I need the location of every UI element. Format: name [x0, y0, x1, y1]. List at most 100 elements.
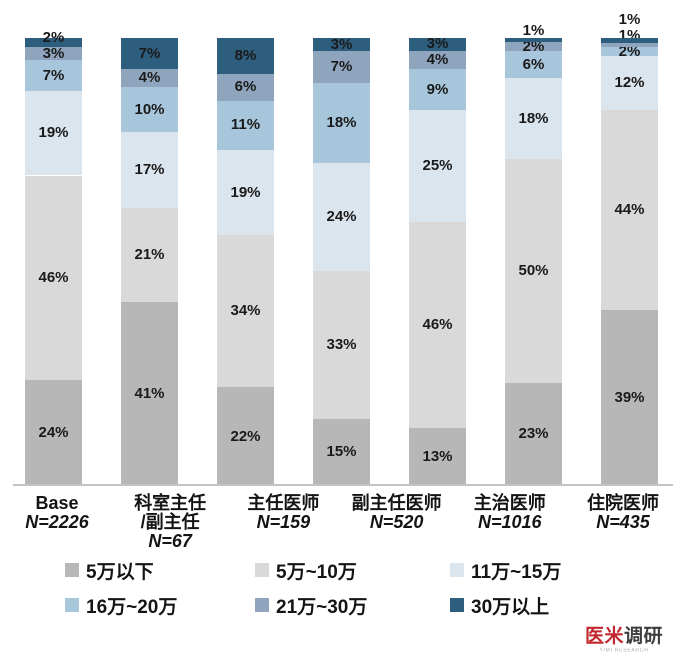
bar-segment — [217, 38, 274, 74]
x-axis-label-n: N=159 — [256, 512, 311, 532]
segment-value-label: 46% — [422, 315, 453, 333]
segment-value-label: 10% — [134, 100, 165, 118]
legend-item: 5万以下 — [65, 560, 154, 583]
x-axis-label-text: 主治医师 — [473, 493, 546, 513]
bar-segment — [121, 132, 178, 209]
segment-value-label: 34% — [230, 302, 261, 320]
legend-swatch-icon — [255, 598, 269, 612]
legend-item: 5万~10万 — [255, 560, 357, 583]
legend-label: 21万~30万 — [276, 596, 368, 618]
bar-segment — [505, 51, 562, 79]
segment-value-label: 25% — [422, 156, 453, 174]
segment-value-label: 7% — [330, 58, 353, 76]
bar-segment — [601, 47, 658, 57]
segment-value-label: 2% — [42, 28, 65, 46]
legend-label: 11万~15万 — [471, 561, 562, 583]
x-axis-label-n: N=435 — [596, 512, 650, 532]
bar-segment — [601, 110, 658, 310]
segment-value-label: 22% — [230, 427, 261, 445]
x-axis-label: 科室主任/副主任 N=67 — [100, 494, 240, 551]
x-axis-label-text: 住院医师 — [587, 493, 659, 513]
bar-segment — [313, 270, 370, 419]
segment-value-label: 41% — [134, 385, 165, 403]
segment-value-label: 6% — [522, 55, 545, 73]
legend-swatch-icon — [450, 598, 464, 612]
bar-segment — [25, 91, 82, 176]
brand-wordmark-secondary: 调研 — [623, 626, 663, 647]
x-axis-label: 副主任医师 N=520 — [327, 494, 467, 532]
legend-item: 16万~20万 — [65, 595, 177, 618]
segment-value-label: 1% — [618, 10, 641, 28]
x-axis-label: 住院医师 N=435 — [553, 494, 680, 532]
x-axis-label-text: /副主任 — [140, 512, 200, 532]
x-axis-label-n: N=2226 — [25, 512, 89, 532]
legend-label: 5万以下 — [86, 561, 154, 583]
bar-segment — [409, 51, 466, 70]
bar-segment — [409, 38, 466, 52]
segment-value-label: 11% — [230, 116, 261, 134]
brand-logo: 医米调研 YIMI RESEARCH — [585, 626, 663, 656]
bar-segment — [505, 382, 562, 486]
bar-segment — [217, 387, 274, 486]
bar-segment — [409, 221, 466, 428]
bar-segment — [409, 69, 466, 110]
segment-value-label: 50% — [518, 261, 549, 279]
segment-value-label: 39% — [614, 388, 645, 406]
legend-item: 11万~15万 — [450, 560, 561, 583]
x-axis-label: 主任医师 N=159 — [213, 494, 353, 532]
bar-segment — [121, 87, 178, 133]
segment-value-label: 33% — [326, 335, 357, 353]
brand-wordmark: 医米调研 — [585, 626, 663, 648]
x-axis-label-text: 主任医师 — [247, 493, 320, 513]
bar-segment — [313, 38, 370, 52]
segment-value-label: 19% — [230, 183, 261, 201]
x-axis-label-text: 副主任医师 — [351, 493, 442, 513]
legend-swatch-icon — [450, 563, 464, 577]
segment-value-label: 7% — [42, 66, 65, 84]
segment-value-label: 8% — [234, 46, 257, 64]
legend-label: 5万~10万 — [276, 561, 357, 583]
bar-segment — [217, 100, 274, 150]
bar-segment — [505, 38, 562, 43]
legend-swatch-icon — [65, 563, 79, 577]
bar-segment — [409, 109, 466, 222]
segment-value-label: 19% — [38, 124, 69, 142]
segment-value-label: 3% — [330, 35, 353, 53]
bar-segment — [25, 46, 82, 61]
segment-value-label: 18% — [518, 109, 549, 127]
segment-value-label: 12% — [614, 74, 645, 92]
bar-segment — [121, 38, 178, 70]
legend-swatch-icon — [255, 563, 269, 577]
x-axis-label: Base N=2226 — [0, 494, 127, 532]
legend-item: 21万~30万 — [255, 595, 367, 618]
segment-value-label: 17% — [134, 161, 165, 179]
bar-segment — [601, 42, 658, 48]
x-axis-label-text: Base — [35, 493, 79, 513]
segment-value-label: 1% — [522, 21, 545, 39]
bar-segment — [121, 208, 178, 303]
bar-segment — [601, 309, 658, 486]
brand-tagline: YIMI RESEARCH — [599, 648, 649, 654]
segment-value-label: 4% — [138, 69, 161, 87]
bar-segment — [121, 302, 178, 486]
bar-segment — [313, 51, 370, 83]
segment-value-label: 9% — [426, 80, 449, 98]
segment-value-label: 24% — [326, 208, 357, 226]
brand-wordmark-primary: 医米 — [584, 626, 624, 647]
segment-value-label: 2% — [618, 42, 641, 60]
x-axis-line — [13, 484, 673, 486]
bar-segment — [25, 60, 82, 92]
segment-value-label: 46% — [38, 268, 69, 286]
x-axis-label: 主治医师 N=1016 — [440, 494, 580, 532]
bar-segment — [217, 73, 274, 101]
bar-segment — [505, 78, 562, 159]
bar-segment — [25, 379, 82, 486]
segment-value-label: 24% — [38, 423, 69, 441]
segment-value-label: 4% — [426, 51, 449, 69]
segment-value-label: 44% — [614, 200, 645, 218]
segment-value-label: 7% — [138, 44, 161, 62]
bar-segment — [313, 163, 370, 271]
segment-value-label: 15% — [326, 443, 357, 461]
segment-value-label: 18% — [326, 114, 357, 132]
